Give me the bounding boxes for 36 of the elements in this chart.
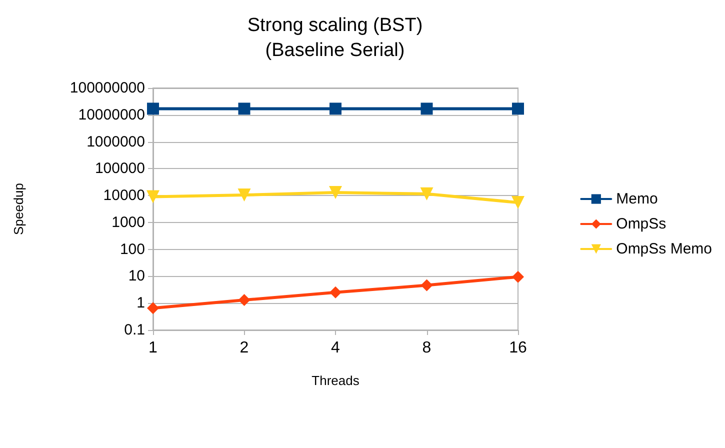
y-tick-label: 100 (120, 240, 145, 258)
point (146, 190, 160, 204)
point (238, 188, 251, 202)
point (512, 102, 524, 115)
y-tick-label: 100000000 (70, 80, 145, 96)
point (330, 102, 342, 115)
chart-title: Strong scaling (BST) (Baseline Serial) (247, 15, 423, 61)
y-tick-label: 0.1 (124, 322, 145, 338)
legend-label: OmpSs Memo (616, 240, 712, 258)
x-axis-title: Threads (312, 373, 360, 388)
y-tick-label: 10000 (103, 187, 145, 204)
y-tick-label: 1000 (112, 214, 145, 231)
point (420, 187, 434, 200)
y-axis-title: Speedup (11, 182, 26, 236)
x-tick-label: 8 (422, 340, 432, 356)
y-tick-label: 100000 (94, 160, 145, 178)
point (147, 302, 159, 314)
y-tick-label: 10000000 (78, 106, 145, 124)
y-tick-label: 10 (128, 268, 145, 285)
x-tick-label: 16 (509, 340, 527, 356)
point (512, 196, 524, 210)
y-tick-label: 1 (136, 294, 145, 312)
x-tick-label: 2 (240, 340, 249, 356)
point (329, 186, 342, 199)
point (512, 270, 524, 283)
y-tick-label: 1000000 (86, 133, 145, 150)
point (238, 294, 250, 306)
point (238, 102, 250, 115)
point (147, 102, 159, 115)
legend-label: Memo (616, 190, 658, 208)
x-tick-label: 4 (331, 340, 340, 356)
point (330, 286, 342, 298)
legend-label: OmpSs (616, 216, 666, 232)
point (420, 102, 433, 115)
point (420, 279, 433, 292)
x-tick-label: 1 (148, 340, 158, 356)
